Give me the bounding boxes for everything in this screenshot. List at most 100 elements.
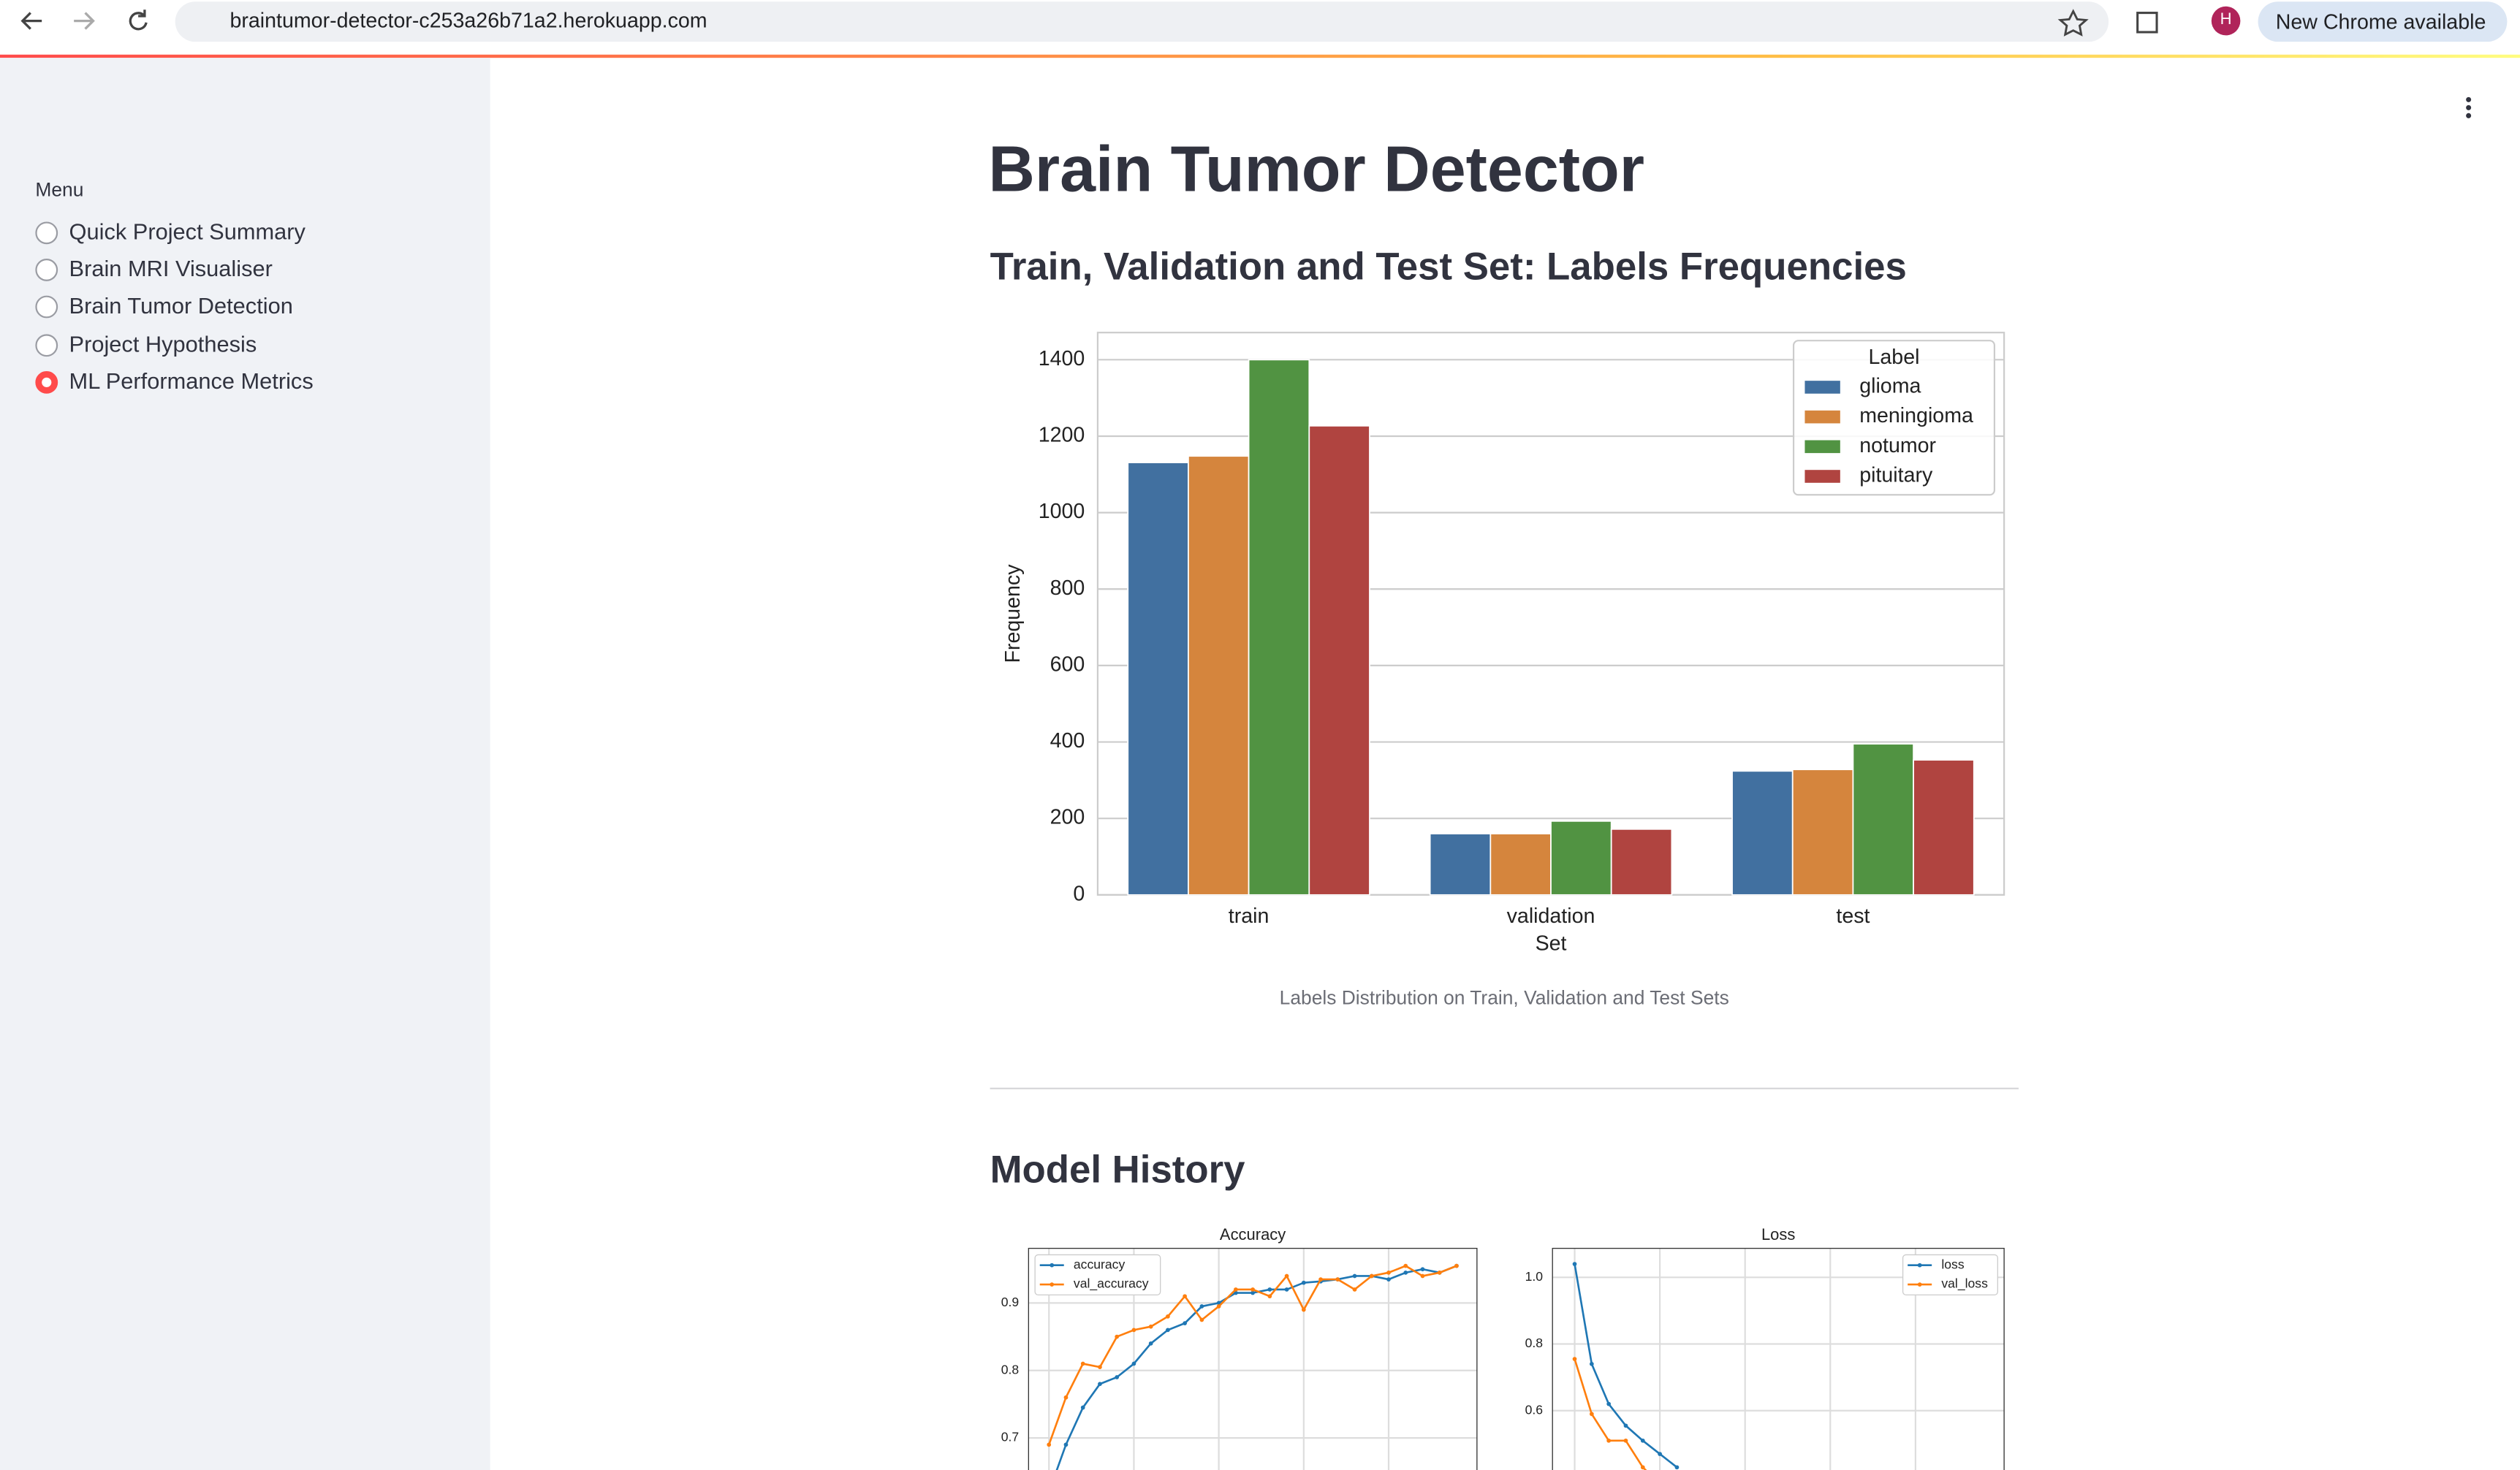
point <box>1572 1357 1577 1361</box>
toolbar-icons <box>2057 9 2158 37</box>
legend-swatch <box>1804 470 1840 483</box>
point <box>1183 1294 1188 1299</box>
point <box>1250 1290 1255 1295</box>
legend-label: meningioma <box>1859 404 1973 427</box>
menu-item[interactable]: ML Performance Metrics <box>69 368 314 394</box>
y-tick-label: 0.8 <box>1001 1362 1020 1376</box>
menu-item[interactable]: Brain Tumor Detection <box>69 292 293 319</box>
legend-marker <box>1917 1263 1922 1268</box>
x-tick-label: validation <box>1507 905 1595 928</box>
point <box>1267 1287 1272 1292</box>
extensions-icon[interactable] <box>2136 12 2158 34</box>
legend-swatch <box>1804 381 1840 394</box>
legend-label: val_loss <box>1941 1276 1988 1292</box>
line <box>1055 1265 1457 1470</box>
point <box>1199 1304 1204 1309</box>
legend-box <box>1034 1254 1161 1296</box>
point <box>1063 1442 1069 1447</box>
bar <box>1308 424 1370 896</box>
point <box>1166 1328 1170 1333</box>
menu-item[interactable]: Project Hypothesis <box>69 330 257 357</box>
point <box>1047 1442 1052 1447</box>
point <box>1199 1317 1204 1322</box>
radio-button[interactable] <box>35 334 58 357</box>
point <box>1403 1270 1408 1275</box>
radio-button[interactable] <box>35 295 58 319</box>
url: braintumor-detector-c253a26b71a2.herokua… <box>229 7 707 32</box>
point <box>1572 1262 1577 1266</box>
point <box>1250 1287 1255 1292</box>
main-menu-button[interactable] <box>2456 94 2481 126</box>
y-tick-label: 1200 <box>1039 424 1085 447</box>
point <box>1640 1465 1645 1470</box>
address-bar[interactable] <box>175 1 2109 42</box>
point <box>1454 1263 1459 1268</box>
y-tick-label: 600 <box>1050 652 1085 676</box>
x-tick-label: train <box>1229 905 1270 928</box>
x-tick-label: test <box>1836 905 1870 928</box>
point <box>1080 1361 1085 1366</box>
legend-label: val_accuracy <box>1074 1276 1149 1292</box>
point <box>1098 1382 1102 1387</box>
bar <box>1791 769 1854 896</box>
point <box>1386 1270 1391 1275</box>
bar <box>1248 359 1310 896</box>
line <box>1574 1263 1678 1469</box>
bar <box>1188 455 1250 896</box>
y-tick-label: 0.6 <box>1525 1402 1543 1417</box>
point <box>1131 1361 1136 1366</box>
point <box>1606 1401 1612 1406</box>
y-tick-label: 200 <box>1050 806 1085 829</box>
radio-button[interactable] <box>35 370 58 394</box>
profile-avatar[interactable]: H <box>2211 6 2241 36</box>
y-tick-label: 0 <box>1073 882 1085 905</box>
point <box>1267 1294 1272 1299</box>
point <box>1335 1277 1340 1282</box>
menu-item[interactable]: Brain MRI Visualiser <box>69 255 273 281</box>
point <box>1369 1273 1374 1279</box>
point <box>1640 1438 1645 1443</box>
point <box>1623 1438 1628 1443</box>
point <box>1166 1314 1170 1319</box>
point <box>1352 1287 1357 1292</box>
point <box>1115 1375 1120 1379</box>
subtitle: Train, Validation and Test Set: Labels F… <box>990 245 1907 289</box>
reload-button[interactable] <box>129 9 148 31</box>
menu-item[interactable]: Quick Project Summary <box>69 218 305 245</box>
radio-button[interactable] <box>35 259 58 281</box>
divider <box>990 1087 2019 1089</box>
point <box>1606 1438 1612 1443</box>
point <box>1234 1287 1238 1292</box>
radio-button[interactable] <box>35 221 58 245</box>
legend-marker <box>1050 1282 1055 1287</box>
bar <box>1127 462 1189 896</box>
bar <box>1429 833 1492 896</box>
point <box>1589 1362 1594 1366</box>
point <box>1284 1273 1289 1279</box>
bar <box>1731 770 1794 896</box>
y-tick-label: 0.9 <box>1001 1295 1019 1309</box>
sidebar <box>0 58 490 1470</box>
x-axis-label: Set <box>1536 932 1567 956</box>
legend-marker <box>1917 1282 1922 1287</box>
forward-button[interactable] <box>74 12 95 30</box>
point <box>1131 1328 1136 1333</box>
page-title: Brain Tumor Detector <box>988 134 1645 206</box>
point <box>1148 1341 1153 1346</box>
update-button[interactable]: New Chrome available <box>2258 1 2508 42</box>
point <box>1420 1267 1425 1272</box>
bookmark-star[interactable] <box>2057 9 2089 37</box>
plot-frame <box>1028 1247 1478 1470</box>
legend-label: accuracy <box>1074 1257 1126 1271</box>
point <box>1301 1307 1306 1312</box>
bar <box>1913 759 1975 896</box>
legend-label: loss <box>1941 1257 1964 1271</box>
point <box>1352 1273 1357 1279</box>
point <box>1674 1465 1680 1470</box>
y-axis-label: Frequency <box>1001 564 1025 663</box>
back-button[interactable] <box>20 12 42 30</box>
y-tick-label: 1.0 <box>1525 1269 1544 1284</box>
